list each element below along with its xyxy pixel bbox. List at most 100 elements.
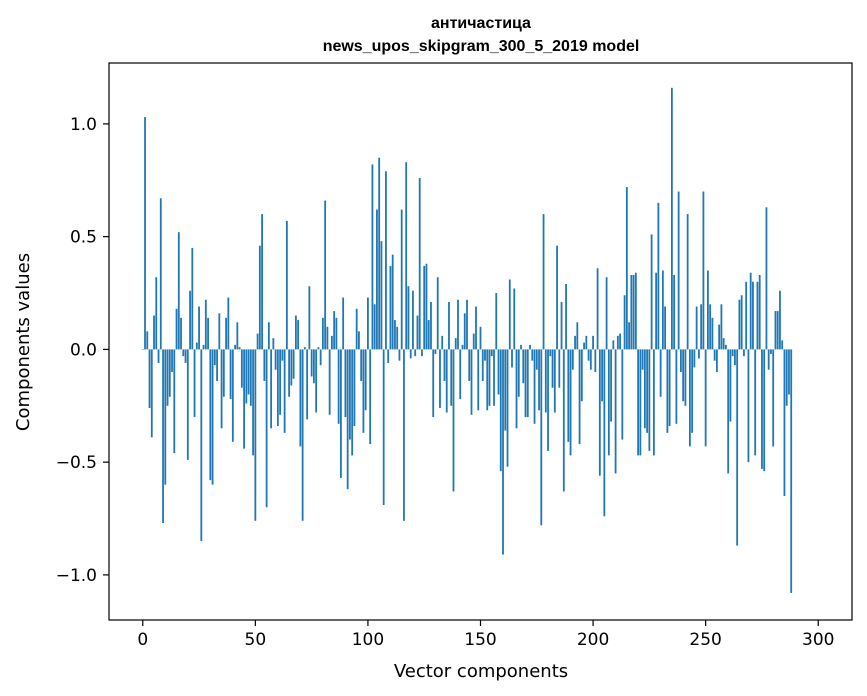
bar [630,274,633,350]
bar [776,311,779,350]
bar [707,270,709,350]
bar [488,349,491,406]
bar [155,277,158,350]
bar [376,209,378,350]
bar [569,349,572,456]
bar [655,272,658,350]
bar [272,338,275,350]
bar [556,245,558,350]
bar [153,315,155,350]
bar [621,349,624,440]
bar [466,299,468,350]
bar [502,349,504,555]
bar [673,274,676,350]
y-tick-label: 0.0 [70,340,97,360]
bar [670,87,673,350]
bar [612,340,615,350]
bar [558,349,561,388]
bar [414,349,417,357]
bar [222,349,225,397]
bar [344,349,347,418]
bar [328,349,331,415]
bar [391,254,394,350]
y-axis-ticks: −1.0 −0.5 0.0 0.5 1.0 [56,115,109,586]
bar [601,349,603,402]
x-tick-label: 200 [577,630,609,650]
bar [461,344,464,350]
bar [157,349,160,363]
x-tick-label: 0 [137,630,148,650]
bar [700,304,703,350]
bar [531,349,534,361]
bar [412,290,414,350]
bar [353,349,356,427]
bar [459,349,462,399]
bar [659,349,662,397]
bar [567,349,570,442]
bar [540,349,543,526]
bar [522,349,525,384]
bar [285,220,288,350]
bar [436,277,439,350]
chart-title: античастица [431,15,531,32]
bar [249,349,252,406]
bar [425,263,428,350]
bar [722,338,725,350]
bar [542,214,545,350]
bar [637,349,640,456]
bar [770,349,772,354]
bar [258,245,261,350]
bar [335,317,338,350]
bar [315,349,318,413]
bar [441,335,444,350]
bar [729,349,732,422]
bar [162,349,164,524]
bar [198,306,200,350]
bar [641,349,644,370]
bar [236,322,239,350]
x-axis-label: Vector components [394,661,568,682]
bar [189,290,191,350]
bar [508,279,511,350]
bar [481,349,484,381]
bar [747,349,750,463]
bar [367,297,369,350]
bar [515,349,518,429]
bar [171,349,173,372]
bar [182,349,185,357]
bar [274,349,277,370]
bar [326,326,329,350]
bar [245,349,248,404]
bar [454,338,457,350]
bar [306,349,309,420]
bar [718,324,721,350]
bar [529,344,531,350]
bar [594,349,597,372]
y-axis-label: Components values [13,253,34,431]
bar [634,272,637,350]
bar [702,191,705,350]
bar [605,277,608,350]
bar [779,290,781,350]
bar [148,349,151,409]
bar [240,349,243,388]
bar [628,322,630,350]
bar [270,349,273,429]
bar [159,198,162,350]
bar [310,349,313,377]
bar [166,349,169,406]
x-tick-label: 300 [802,630,834,650]
bar [380,241,383,350]
bar [765,207,768,350]
bar [324,200,327,350]
bar [340,349,342,478]
x-tick-label: 100 [352,630,384,650]
bar [443,349,446,381]
bar [761,349,763,469]
bar [281,349,284,361]
bar [360,349,363,381]
bar [625,187,628,350]
bar [177,232,180,350]
bar [679,349,682,372]
